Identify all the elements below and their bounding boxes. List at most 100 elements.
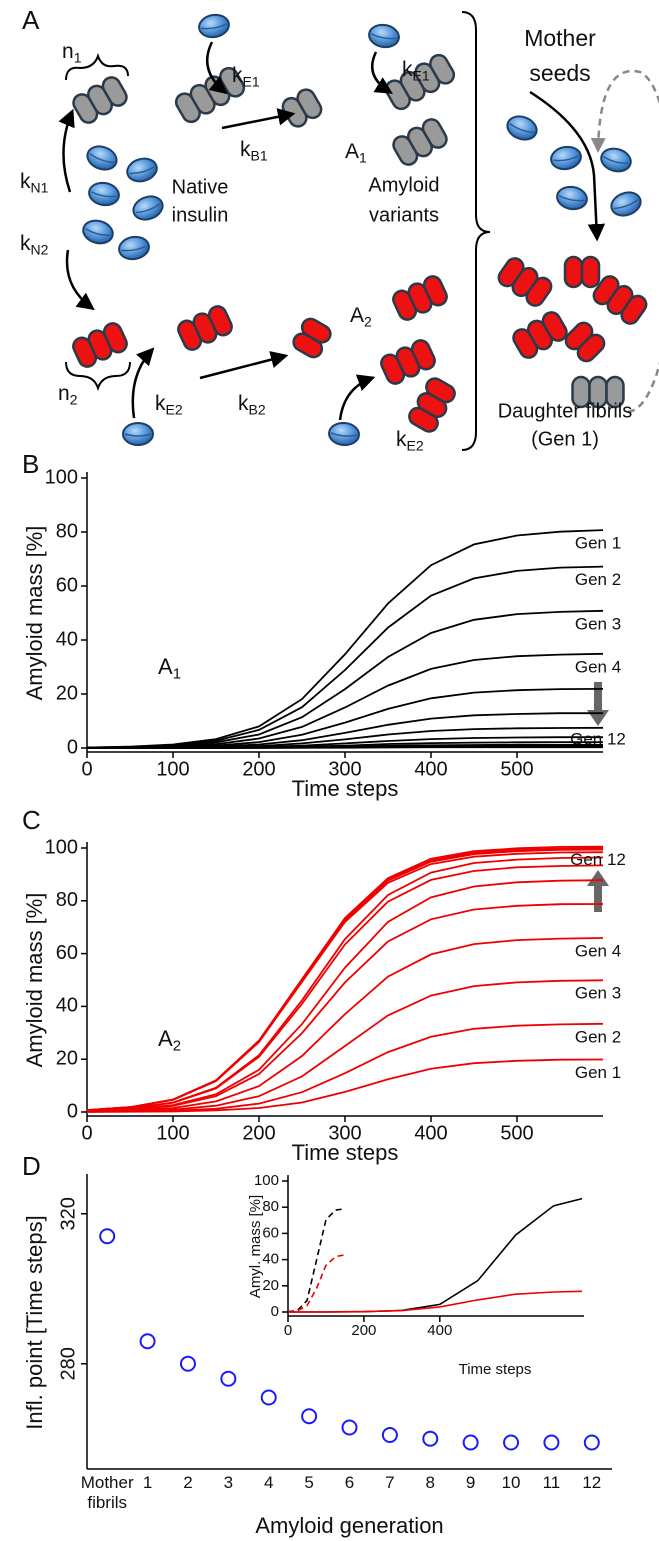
fibril bbox=[292, 317, 332, 359]
fibril-unit bbox=[421, 118, 448, 149]
reaction-arrow bbox=[221, 108, 296, 130]
y-axis-label: Amyloid mass [%] bbox=[22, 893, 47, 1068]
reaction-arrow bbox=[206, 41, 228, 95]
x-tick-label: 11 bbox=[542, 1473, 561, 1492]
fibril bbox=[497, 257, 553, 307]
insulin-monomer bbox=[126, 157, 158, 183]
series-line bbox=[287, 1254, 346, 1313]
reaction-arrow bbox=[371, 51, 393, 94]
series-label: Gen 4 bbox=[575, 942, 621, 961]
diagram-label-base: n bbox=[62, 40, 74, 63]
insulin-groove bbox=[201, 23, 228, 30]
insulin-monomer bbox=[86, 145, 118, 171]
x-tick-label: 1 bbox=[142, 1473, 153, 1492]
fibril bbox=[564, 321, 606, 363]
x-tick-label: 400 bbox=[427, 1322, 452, 1339]
insulin-body bbox=[118, 235, 150, 261]
data-point bbox=[260, 1389, 277, 1406]
diagram-text: Amyloid bbox=[368, 174, 439, 196]
data-point bbox=[139, 1333, 156, 1350]
y-tick-label: 0 bbox=[67, 1100, 78, 1122]
reaction-arrow bbox=[131, 347, 155, 419]
series-line bbox=[86, 937, 604, 1113]
x-tick-label: 7 bbox=[385, 1473, 395, 1492]
insulin-body bbox=[126, 157, 158, 183]
series-line bbox=[86, 903, 604, 1113]
x-tick-label: 0 bbox=[284, 1322, 292, 1339]
annotation-sub: 1 bbox=[173, 666, 181, 683]
x-tick-label: 8 bbox=[425, 1473, 435, 1492]
insulin-monomer bbox=[600, 147, 632, 173]
diagram-label: kN1 bbox=[20, 170, 49, 195]
diagram-label-sub: B1 bbox=[251, 147, 268, 163]
x-tick-label: 9 bbox=[465, 1473, 476, 1492]
insulin-monomer bbox=[610, 191, 642, 217]
fibril bbox=[392, 275, 448, 321]
data-point bbox=[503, 1434, 520, 1451]
series-label: Gen 3 bbox=[575, 984, 621, 1003]
insulin-groove bbox=[135, 202, 161, 214]
series-line bbox=[87, 746, 603, 749]
diagram-label-base: k bbox=[155, 392, 166, 415]
diagram-label-sub: N2 bbox=[31, 241, 49, 257]
brace bbox=[65, 361, 131, 392]
insulin-body bbox=[610, 191, 642, 217]
y-tick-label: 40 bbox=[56, 995, 78, 1017]
insulin-monomer bbox=[82, 219, 114, 245]
fibril bbox=[72, 322, 128, 368]
insulin-monomer bbox=[328, 421, 360, 447]
insulin-monomer bbox=[118, 235, 150, 261]
data-point bbox=[462, 1434, 479, 1451]
annotation-sub: 2 bbox=[173, 1038, 181, 1055]
series-label: Gen 1 bbox=[575, 1063, 621, 1082]
x-tick-label: 500 bbox=[500, 758, 533, 780]
fibril bbox=[72, 76, 128, 124]
series-label: Gen 2 bbox=[575, 570, 621, 589]
fibril bbox=[392, 118, 448, 166]
diagram-label-sub: 1 bbox=[359, 149, 367, 165]
diagram-label-base: A bbox=[345, 140, 359, 163]
annotation-base: A bbox=[158, 654, 173, 679]
fibril-unit bbox=[296, 88, 323, 120]
diagram-label-base: k bbox=[20, 170, 31, 193]
diagram-label-base: n bbox=[58, 382, 70, 405]
trend-arrow bbox=[587, 682, 609, 726]
x-tick-label: 300 bbox=[328, 758, 361, 780]
fibril-unit bbox=[563, 255, 584, 289]
y-tick-label: 0 bbox=[271, 1303, 279, 1320]
insulin-groove bbox=[129, 165, 155, 175]
diagram-label: n2 bbox=[58, 382, 78, 407]
insulin-body bbox=[198, 13, 230, 39]
insulin-monomer bbox=[556, 185, 588, 211]
series-label: Gen 2 bbox=[575, 1027, 621, 1046]
diagram-label: kE2 bbox=[396, 428, 424, 453]
y-axis-label: Amyl. mass [%] bbox=[247, 1195, 264, 1298]
insulin-body bbox=[88, 181, 120, 207]
series-line bbox=[287, 1208, 346, 1313]
diagram-text: Mother bbox=[524, 25, 596, 51]
trend-arrow bbox=[587, 870, 609, 912]
diagram-text: Native bbox=[172, 176, 229, 198]
diagram-label: kE2 bbox=[155, 392, 183, 417]
x-tick-label: 2 bbox=[183, 1473, 193, 1492]
fibril-unit bbox=[620, 294, 648, 325]
insulin-body bbox=[86, 145, 118, 171]
y-tick-label: 320 bbox=[57, 1197, 79, 1230]
x-tick-label: 200 bbox=[351, 1322, 376, 1339]
fibril-unit bbox=[580, 255, 601, 289]
fibril-unit bbox=[102, 322, 128, 354]
y-tick-label: 280 bbox=[57, 1347, 79, 1380]
fibril bbox=[408, 377, 456, 433]
insulin-groove bbox=[121, 245, 148, 252]
series-label: Gen 12 bbox=[570, 850, 626, 869]
diagram-label-base: k bbox=[402, 58, 413, 81]
annotation: A1 bbox=[158, 654, 181, 683]
reaction-arrow bbox=[65, 249, 95, 311]
diagram-label: A1 bbox=[345, 140, 367, 165]
y-tick-label: 80 bbox=[262, 1198, 279, 1215]
fibril-unit bbox=[576, 333, 606, 363]
fibril-unit bbox=[207, 305, 233, 337]
brace bbox=[65, 52, 129, 81]
